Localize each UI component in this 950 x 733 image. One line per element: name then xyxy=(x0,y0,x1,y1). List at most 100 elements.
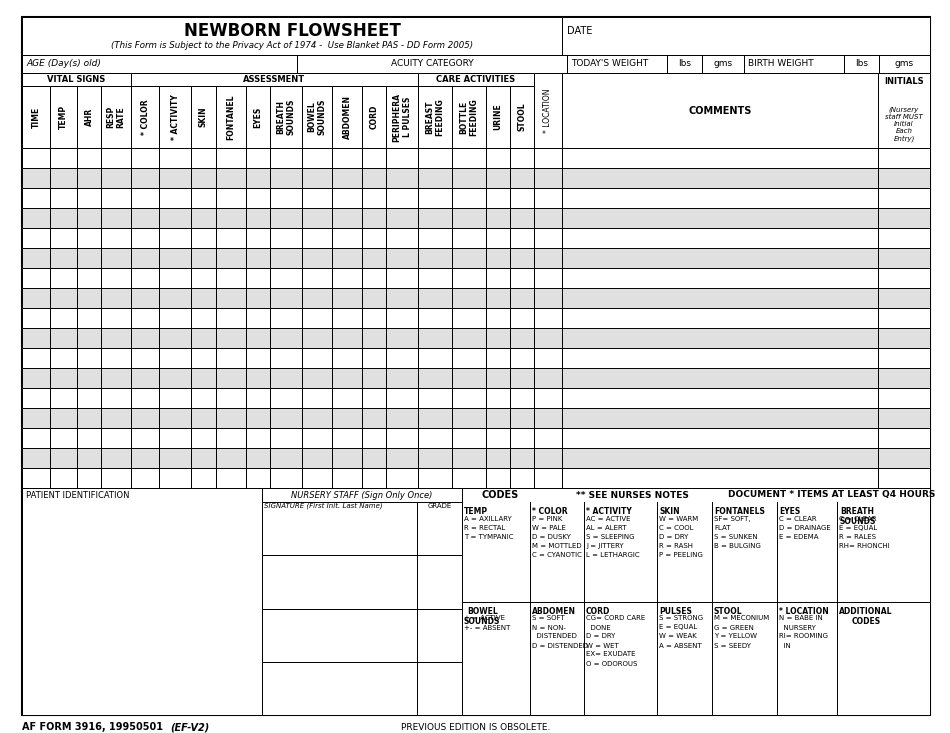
Bar xyxy=(159,268,191,288)
Bar xyxy=(191,448,216,468)
Bar xyxy=(22,17,562,55)
Text: STOOL: STOOL xyxy=(714,606,743,616)
Text: S = STRONG: S = STRONG xyxy=(659,616,703,622)
Text: S = SEEDY: S = SEEDY xyxy=(714,643,751,649)
Bar xyxy=(362,328,386,348)
Bar xyxy=(246,368,270,388)
Bar xyxy=(216,86,246,148)
Bar xyxy=(131,368,159,388)
Text: DISTENDED: DISTENDED xyxy=(532,633,577,639)
Bar xyxy=(486,448,510,468)
Bar xyxy=(418,73,534,86)
Bar xyxy=(362,208,386,228)
Bar xyxy=(302,348,332,368)
Bar xyxy=(510,388,534,408)
Bar xyxy=(50,468,77,488)
Bar xyxy=(159,148,191,168)
Bar xyxy=(562,188,878,208)
Bar xyxy=(246,208,270,228)
Bar xyxy=(50,288,77,308)
Bar xyxy=(534,168,562,188)
Bar xyxy=(22,348,930,368)
Bar xyxy=(216,328,246,348)
Bar xyxy=(22,168,930,188)
Bar xyxy=(22,428,930,448)
Bar xyxy=(246,248,270,268)
Bar xyxy=(878,388,930,408)
Text: RI= ROOMING: RI= ROOMING xyxy=(779,633,828,639)
Bar xyxy=(418,308,452,328)
Bar xyxy=(262,556,417,608)
Bar xyxy=(417,662,462,715)
Bar xyxy=(486,148,510,168)
Bar xyxy=(22,448,50,468)
Bar xyxy=(77,408,101,428)
Bar xyxy=(270,348,302,368)
Bar xyxy=(101,168,131,188)
Bar xyxy=(418,408,452,428)
Bar xyxy=(22,268,930,288)
Bar xyxy=(878,248,930,268)
Bar xyxy=(418,248,452,268)
Text: CG= CORD CARE: CG= CORD CARE xyxy=(586,616,645,622)
Bar xyxy=(101,268,131,288)
Text: DOCUMENT * ITEMS AT LEAST Q4 HOURS: DOCUMENT * ITEMS AT LEAST Q4 HOURS xyxy=(729,490,936,499)
Text: * ACTIVITY: * ACTIVITY xyxy=(170,94,180,140)
Bar xyxy=(77,288,101,308)
Bar xyxy=(77,348,101,368)
Bar xyxy=(216,368,246,388)
Text: (EF-V2): (EF-V2) xyxy=(170,722,209,732)
Bar xyxy=(534,73,562,148)
Bar xyxy=(534,268,562,288)
Bar xyxy=(246,288,270,308)
Bar xyxy=(332,168,362,188)
Text: ASSESSMENT: ASSESSMENT xyxy=(243,75,306,84)
Bar xyxy=(50,348,77,368)
Text: O = ODOROUS: O = ODOROUS xyxy=(586,660,637,666)
Bar xyxy=(332,468,362,488)
Bar xyxy=(159,248,191,268)
Text: SIGNATURE (First Init. Last Name): SIGNATURE (First Init. Last Name) xyxy=(264,503,383,509)
Bar xyxy=(534,448,562,468)
Bar xyxy=(50,428,77,448)
Bar xyxy=(77,208,101,228)
Bar xyxy=(302,168,332,188)
Bar xyxy=(878,208,930,228)
Bar xyxy=(510,86,534,148)
Bar xyxy=(534,148,562,168)
Text: NEWBORN FLOWSHEET: NEWBORN FLOWSHEET xyxy=(183,23,401,40)
Bar xyxy=(386,448,418,468)
Text: BREATH
SOUNDS: BREATH SOUNDS xyxy=(839,507,875,526)
Bar xyxy=(131,208,159,228)
Bar xyxy=(22,408,50,428)
Bar xyxy=(50,168,77,188)
Bar xyxy=(270,208,302,228)
Text: EYES: EYES xyxy=(254,106,262,128)
Bar xyxy=(216,148,246,168)
Text: ** SEE NURSES NOTES: ** SEE NURSES NOTES xyxy=(576,490,689,499)
Bar xyxy=(878,308,930,328)
Text: D = DISTENDED: D = DISTENDED xyxy=(532,643,588,649)
Bar xyxy=(246,86,270,148)
Text: CORD: CORD xyxy=(370,105,378,129)
Bar xyxy=(332,448,362,468)
Bar xyxy=(50,268,77,288)
Bar xyxy=(562,428,878,448)
Bar xyxy=(131,268,159,288)
Bar xyxy=(191,348,216,368)
Bar xyxy=(362,86,386,148)
Bar xyxy=(131,468,159,488)
Bar xyxy=(216,168,246,188)
Bar xyxy=(702,55,744,73)
Text: W = WET: W = WET xyxy=(586,643,618,649)
Bar xyxy=(562,148,878,168)
Bar xyxy=(131,328,159,348)
Bar xyxy=(77,268,101,288)
Bar xyxy=(362,388,386,408)
Bar xyxy=(332,368,362,388)
Text: EX= EXUDATE: EX= EXUDATE xyxy=(586,652,636,658)
Bar xyxy=(262,608,417,662)
Bar xyxy=(510,468,534,488)
Bar xyxy=(270,428,302,448)
Text: STOOL: STOOL xyxy=(518,103,526,131)
